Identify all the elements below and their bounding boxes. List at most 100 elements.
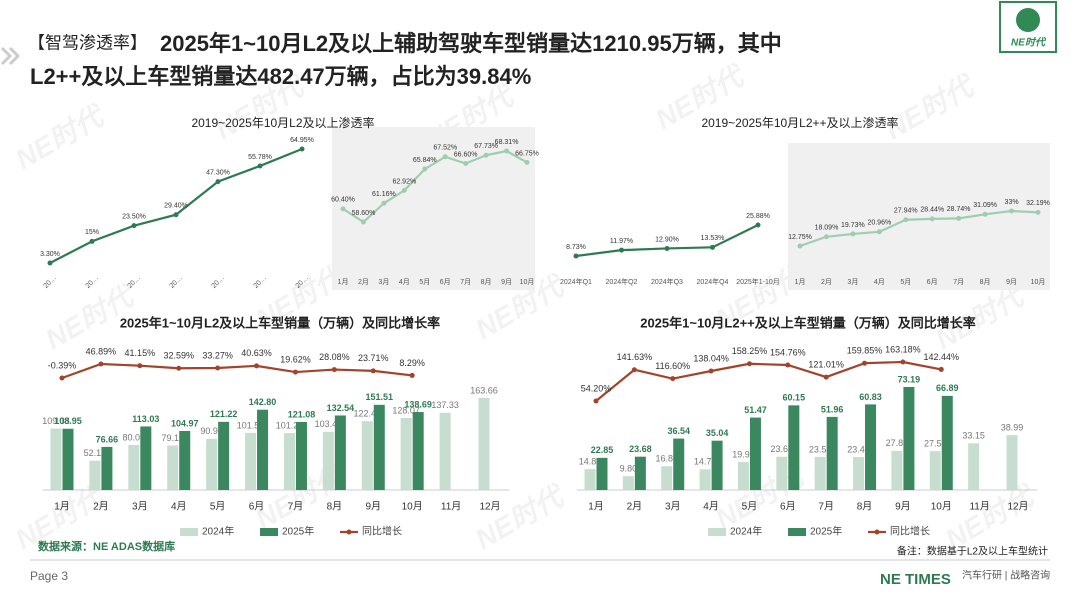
legend-swatch bbox=[708, 528, 726, 536]
data-label: 54.20% bbox=[581, 383, 612, 393]
legend-swatch bbox=[260, 528, 278, 536]
data-label: 33.15 bbox=[962, 431, 985, 441]
data-label: 51.96 bbox=[821, 404, 844, 414]
bar bbox=[62, 428, 74, 490]
data-label: 23.50% bbox=[122, 213, 146, 220]
data-label: 25.88% bbox=[746, 213, 770, 220]
bar bbox=[749, 417, 761, 490]
marker bbox=[47, 260, 53, 266]
bar bbox=[699, 469, 711, 490]
x-tick-label: 11月 bbox=[969, 501, 989, 513]
x-tick-label: 10月 bbox=[1031, 278, 1046, 286]
marker bbox=[131, 223, 137, 229]
data-label: 61.16% bbox=[372, 191, 396, 198]
x-tick-label: 1月 bbox=[588, 501, 604, 513]
marker bbox=[89, 238, 95, 244]
bar bbox=[596, 457, 608, 490]
legend-label: 2024年 bbox=[730, 525, 762, 538]
x-tick-label: 2024年Q1 bbox=[560, 277, 592, 286]
data-label: 66.75% bbox=[515, 150, 539, 157]
chart-title: 2019~2025年10月L2++及以上渗透率 bbox=[701, 115, 898, 130]
x-tick-label: 2024年Q4 bbox=[697, 277, 729, 286]
marker bbox=[785, 362, 791, 368]
bar bbox=[968, 443, 980, 490]
x-tick-label: 2024年Q2 bbox=[606, 277, 638, 286]
data-label: 62.92% bbox=[392, 178, 416, 185]
bar bbox=[361, 421, 373, 490]
data-label: 29.40% bbox=[164, 203, 188, 210]
marker bbox=[463, 161, 469, 167]
bar bbox=[711, 440, 723, 490]
x-tick-label: 9月 bbox=[365, 501, 381, 513]
data-label: 9.80 bbox=[620, 464, 638, 474]
bar bbox=[478, 398, 490, 490]
marker bbox=[708, 368, 714, 374]
bar bbox=[101, 446, 113, 490]
bar bbox=[218, 421, 230, 490]
data-label: 132.54 bbox=[327, 403, 355, 413]
data-label: 58.60% bbox=[352, 210, 376, 217]
line bbox=[61, 362, 413, 380]
data-label: 101.22 bbox=[276, 420, 304, 430]
bar bbox=[776, 456, 788, 490]
bar bbox=[179, 430, 191, 490]
marker bbox=[137, 363, 143, 369]
x-tick-label: 9月 bbox=[501, 278, 512, 286]
data-label: 121.08 bbox=[288, 409, 316, 419]
bar bbox=[140, 426, 152, 490]
data-label: 28.44% bbox=[920, 207, 944, 214]
data-label: 8.29% bbox=[399, 358, 425, 368]
data-label: 159.85% bbox=[847, 346, 883, 356]
data-label: 23.41 bbox=[847, 444, 870, 454]
data-label: 138.04% bbox=[693, 353, 729, 363]
x-tick-label: 6月 bbox=[249, 501, 265, 513]
data-label: 32.19% bbox=[1026, 200, 1050, 207]
x-tick-label: 2月 bbox=[627, 501, 643, 513]
marker bbox=[524, 159, 530, 165]
data-label: 121.01% bbox=[808, 359, 844, 369]
x-tick-label: 8月 bbox=[481, 278, 492, 286]
chart-title: 2025年1~10月L2及以上车型销量（万辆）及同比增长率 bbox=[120, 315, 440, 330]
bar bbox=[622, 476, 634, 490]
data-label: 122.47 bbox=[354, 409, 382, 419]
line bbox=[595, 360, 942, 402]
decoration bbox=[0, 46, 13, 66]
x-tick-label: 5月 bbox=[419, 278, 430, 286]
x-tick-label: 2024年Q3 bbox=[651, 277, 683, 286]
marker bbox=[340, 206, 346, 212]
logo-mark bbox=[1016, 8, 1040, 32]
marker bbox=[299, 146, 305, 152]
data-label: 55.78% bbox=[248, 154, 272, 161]
bar bbox=[903, 387, 915, 490]
data-label: 18.09% bbox=[815, 225, 839, 232]
x-tick-label: 20… bbox=[253, 275, 268, 290]
footnote: 备注：数据基于L2及以上车型统计 bbox=[897, 545, 1048, 558]
x-tick-label: 3月 bbox=[378, 278, 389, 286]
data-label: 73.19 bbox=[898, 374, 921, 384]
marker bbox=[422, 166, 428, 172]
line bbox=[799, 209, 1039, 248]
x-tick-label: 4月 bbox=[874, 278, 885, 286]
marker bbox=[982, 211, 988, 217]
x-tick-label: 4月 bbox=[703, 501, 719, 513]
x-tick-label: 20… bbox=[211, 275, 226, 290]
x-tick-label: 10月 bbox=[931, 501, 952, 513]
x-tick-label: 4月 bbox=[171, 501, 187, 513]
data-label: 65.84% bbox=[413, 157, 437, 164]
x-tick-label: 5月 bbox=[210, 501, 226, 513]
bar bbox=[1006, 435, 1018, 490]
data-label: 16.87 bbox=[655, 454, 678, 464]
data-label: 163.18% bbox=[885, 344, 921, 354]
data-label: 19.93 bbox=[732, 449, 755, 459]
x-tick-label: 2月 bbox=[358, 278, 369, 286]
marker bbox=[215, 179, 221, 185]
bar bbox=[206, 438, 218, 490]
data-label: 108.95 bbox=[54, 416, 82, 426]
x-tick-label: 6月 bbox=[440, 278, 451, 286]
data-label: 31.09% bbox=[973, 202, 997, 209]
data-label: 38.99 bbox=[1001, 423, 1024, 433]
marker bbox=[900, 359, 906, 365]
data-label: 76.66 bbox=[96, 434, 119, 444]
marker bbox=[370, 368, 376, 374]
data-label: 28.74% bbox=[947, 206, 971, 213]
